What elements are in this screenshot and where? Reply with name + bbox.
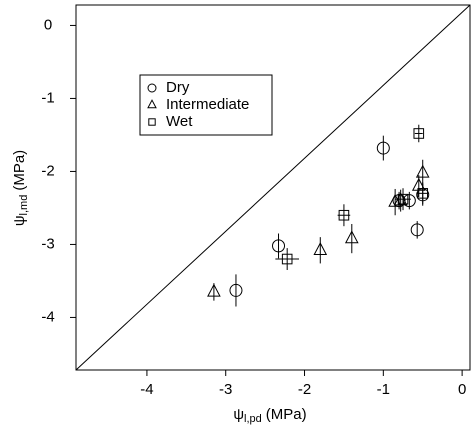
y-tick-label: -3 [41,235,54,252]
square-point [338,209,350,221]
circle-point [229,283,243,297]
triangle-point [313,242,328,255]
triangle-point [344,230,359,244]
y-tick-label: 0 [44,16,52,33]
circle-point [410,223,424,237]
legend-box [139,74,273,136]
y-label-symbol: ψ [11,215,28,226]
circle-point [272,239,286,253]
legend-label: Dry [166,79,190,96]
x-tick-label: -1 [377,381,390,398]
x-tick-label: 0 [458,381,466,398]
x-label-unit: (MPa) [266,406,307,423]
y-tick-label: -4 [41,308,54,325]
x-axis-label: ψl,pd (MPa) [233,406,306,425]
y-label-subscript: l,md [18,195,30,216]
square-point [417,188,429,199]
square-point [148,118,156,126]
triangle-point [411,177,426,191]
plot-frame [75,4,471,371]
x-tick-label: -4 [140,381,153,398]
circle-point [376,141,390,155]
square-point [413,128,425,139]
y-label-unit: (MPa) [11,150,28,191]
square-point [281,253,293,265]
y-tick-label: -1 [41,89,54,106]
triangle-point [147,99,157,109]
x-label-subscript: l,pd [244,413,262,425]
x-tick-label: -3 [219,381,232,398]
circle-point [147,83,157,93]
one-to-one-line [75,4,471,371]
square-point [397,193,409,205]
y-axis-label: ψl,md (MPa) [11,150,30,226]
triangle-point [415,164,430,178]
legend-label: Wet [166,113,193,130]
triangle-point [207,283,221,297]
y-tick-label: -2 [41,162,54,179]
legend-label: Intermediate [166,96,249,113]
x-label-symbol: ψ [233,406,244,423]
x-tick-label: -2 [298,381,311,398]
